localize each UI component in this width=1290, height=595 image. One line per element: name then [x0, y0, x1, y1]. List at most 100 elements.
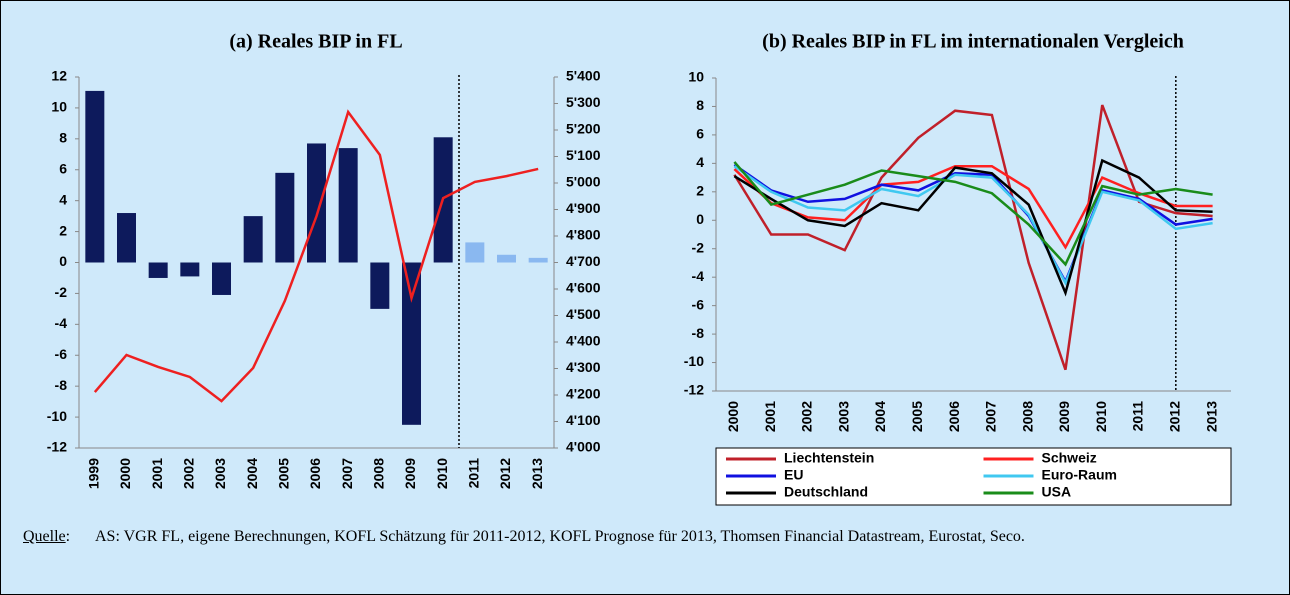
y2-tick-label: 4'100 [566, 412, 601, 428]
y2-tick-label: 5'300 [566, 94, 601, 110]
y-tick-label: 10 [688, 69, 704, 85]
bar [85, 90, 105, 263]
bar [370, 262, 390, 309]
y-tick-label: -2 [55, 284, 68, 300]
y-tick-label: -4 [55, 315, 68, 331]
line [733, 158, 1213, 297]
y-tick-label: -2 [692, 239, 705, 255]
legend-label: Deutschland [784, 484, 868, 500]
x-tick-label: 2003 [835, 401, 851, 432]
y-tick-label: 10 [51, 99, 67, 115]
x-tick-label: 2007 [983, 401, 999, 432]
chart-title: (a) Reales BIP in FL [229, 31, 402, 53]
y2-tick-label: 4'800 [566, 227, 601, 243]
bar [180, 262, 200, 277]
bar [338, 148, 358, 263]
y-tick-label: -6 [55, 346, 68, 362]
y2-tick-label: 4'200 [566, 386, 601, 402]
y2-tick-label: 4'000 [566, 439, 601, 455]
legend-label: Euro-Raum [1042, 467, 1117, 483]
x-tick-label: 2000 [725, 401, 741, 432]
y2-tick-label: 4'900 [566, 200, 601, 216]
bar [243, 216, 263, 263]
x-tick-label: 2011 [466, 458, 482, 489]
legend-box [715, 447, 1232, 506]
bar [528, 257, 548, 263]
x-tick-label: 2005 [276, 458, 292, 489]
bar [465, 242, 485, 263]
x-tick-label: 2002 [799, 401, 815, 432]
legend-label: Schweiz [1042, 450, 1097, 466]
line [733, 104, 1213, 371]
legend-label: USA [1042, 484, 1072, 500]
y2-tick-label: 4'400 [566, 333, 601, 349]
line [733, 164, 1213, 250]
y-tick-label: -12 [684, 382, 704, 398]
source-note: Quelle: AS: VGR FL, eigene Berechnungen,… [23, 525, 1263, 549]
x-tick-label: 2010 [434, 458, 450, 489]
x-tick-label: 2004 [872, 401, 888, 432]
bar [117, 213, 136, 263]
x-tick-label: 2009 [1056, 401, 1072, 432]
x-tick-label: 2012 [1167, 401, 1183, 432]
legend-label: Liechtenstein [784, 450, 874, 466]
y-tick-label: 4 [696, 154, 704, 170]
y-tick-label: 2 [696, 183, 704, 199]
line [733, 163, 1213, 285]
y-tick-label: 6 [696, 126, 704, 142]
legend-label: EU [784, 467, 803, 483]
y2-tick-label: 4'500 [566, 306, 601, 322]
y2-tick-label: 4'600 [566, 280, 601, 296]
x-tick-label: 2003 [212, 458, 228, 489]
bar [148, 262, 168, 278]
y2-tick-label: 5'200 [566, 121, 601, 137]
x-tick-label: 2001 [149, 458, 165, 489]
y2-tick-label: 5'100 [566, 147, 601, 163]
y2-tick-label: 5'000 [566, 174, 601, 190]
y-tick-label: 8 [59, 130, 67, 146]
y-tick-label: -8 [692, 325, 705, 341]
y-tick-label: -4 [692, 268, 705, 284]
x-tick-label: 2010 [1093, 401, 1109, 432]
bar [275, 172, 295, 263]
y2-tick-label: 4'700 [566, 253, 601, 269]
y-tick-label: 0 [696, 211, 704, 227]
source-text: AS: VGR FL, eigene Berechnungen, KOFL Sc… [95, 528, 1025, 545]
x-tick-label: 2001 [762, 401, 778, 432]
x-tick-label: 2005 [909, 401, 925, 432]
bar [307, 143, 326, 263]
y-tick-label: 8 [696, 97, 704, 113]
y-tick-label: -6 [692, 296, 705, 312]
y2-tick-label: 4'300 [566, 359, 601, 375]
source-label: Quelle [23, 528, 66, 545]
chart-title: (b) Reales BIP in FL im internationalen … [762, 31, 1184, 53]
x-tick-label: 2000 [117, 458, 133, 489]
x-tick-label: 2013 [529, 458, 545, 489]
bar [497, 254, 516, 263]
y-tick-label: 6 [59, 160, 67, 176]
charts: (a) Reales BIP in FL -12 -10 -8 -6 -4 -2 0 2 4 6 8 1… [47, 31, 1232, 506]
x-tick-label: 2008 [371, 458, 387, 489]
line [93, 109, 539, 403]
y-tick-label: -8 [55, 377, 68, 393]
line [733, 161, 1213, 267]
x-tick-label: 2007 [339, 458, 355, 489]
bar [212, 262, 231, 295]
source-label-box: Quelle: [23, 528, 71, 545]
bar [402, 262, 421, 425]
y2-tick-label: 5'400 [566, 68, 601, 84]
x-tick-label: 2011 [1130, 401, 1146, 432]
x-tick-label: 2009 [402, 458, 418, 489]
x-tick-label: 2012 [497, 458, 513, 489]
y-tick-label: -12 [47, 439, 67, 455]
y-tick-label: -10 [684, 353, 704, 369]
x-tick-label: 1999 [86, 458, 102, 489]
x-tick-label: 2013 [1203, 401, 1219, 432]
y-tick-label: 2 [59, 222, 67, 238]
line [733, 165, 1213, 286]
x-tick-label: 2002 [181, 458, 197, 489]
x-tick-label: 2004 [244, 458, 260, 489]
y-tick-label: -10 [47, 408, 67, 424]
y-tick-label: 12 [51, 68, 67, 84]
